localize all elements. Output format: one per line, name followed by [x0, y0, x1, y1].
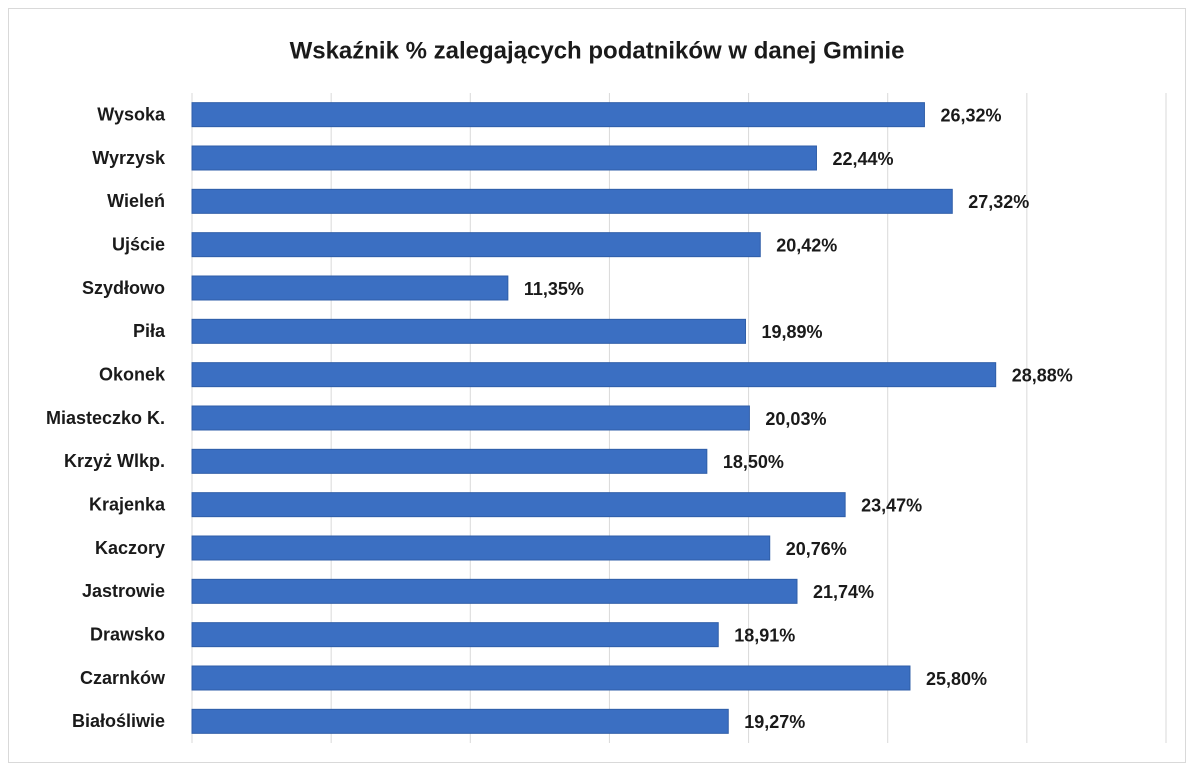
value-label: 22,44%: [832, 149, 893, 169]
bar: [191, 665, 911, 691]
bar: [191, 405, 750, 431]
value-label: 27,32%: [968, 192, 1029, 212]
value-label: 18,91%: [734, 625, 795, 645]
value-label: 11,35%: [524, 279, 584, 299]
y-tick-label: Szydłowo: [82, 278, 165, 298]
bar: [191, 448, 708, 474]
y-tick-label: Piła: [133, 321, 166, 341]
bar: [191, 708, 729, 734]
y-tick-label: Ujście: [112, 234, 165, 254]
y-tick-label: Wieleń: [107, 191, 165, 211]
bar: [191, 275, 509, 301]
bar: [191, 102, 925, 128]
chart-title: Wskaźnik % zalegających podatników w dan…: [290, 37, 905, 64]
value-label: 25,80%: [926, 669, 987, 689]
bar: [191, 622, 719, 648]
bar: [191, 188, 953, 214]
bar: [191, 492, 846, 518]
y-tick-label: Jastrowie: [82, 581, 165, 601]
y-tick-label: Miasteczko K.: [46, 408, 165, 428]
y-tick-label: Krajenka: [89, 494, 166, 514]
bar: [191, 145, 817, 171]
value-label: 26,32%: [940, 105, 1001, 125]
y-tick-label: Krzyż Wlkp.: [64, 451, 165, 471]
value-label: 28,88%: [1012, 365, 1073, 385]
bar: [191, 578, 798, 604]
y-tick-label: Wysoka: [97, 104, 166, 124]
value-label: 21,74%: [813, 582, 874, 602]
y-tick-label: Drawsko: [90, 624, 165, 644]
value-label: 20,76%: [786, 539, 847, 559]
value-label: 20,03%: [765, 409, 826, 429]
y-tick-label: Wyrzysk: [92, 148, 166, 168]
value-label: 19,27%: [744, 712, 805, 732]
bar: [191, 362, 997, 388]
bar: [191, 318, 747, 344]
bar: [191, 232, 761, 258]
bar: [191, 535, 771, 561]
y-tick-label: Kaczory: [95, 538, 165, 558]
value-label: 19,89%: [762, 322, 823, 342]
y-tick-label: Okonek: [99, 364, 166, 384]
y-tick-label: Czarnków: [80, 668, 166, 688]
y-tick-label: Białośliwie: [72, 711, 165, 731]
value-label: 18,50%: [723, 452, 784, 472]
value-label: 23,47%: [861, 495, 922, 515]
value-label: 20,42%: [776, 235, 837, 255]
